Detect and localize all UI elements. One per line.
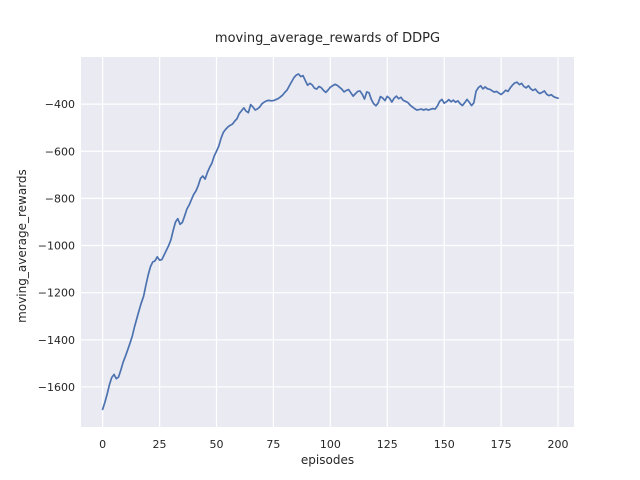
x-axis-label: episodes bbox=[300, 453, 355, 467]
y-tick-label: −1200 bbox=[38, 287, 75, 300]
y-tick-label: −600 bbox=[45, 145, 75, 158]
reward-line bbox=[101, 73, 559, 411]
x-tick-label: 100 bbox=[320, 438, 341, 451]
y-tick-label: −1600 bbox=[38, 381, 75, 394]
y-tick-label: −400 bbox=[45, 98, 75, 111]
x-tick-label: 75 bbox=[266, 438, 280, 451]
y-tick-label: −800 bbox=[45, 192, 75, 205]
chart-title: moving_average_rewards of DDPG bbox=[214, 31, 441, 46]
x-tick-label: 200 bbox=[548, 438, 569, 451]
x-tick-label: 125 bbox=[377, 438, 398, 451]
x-tick-label: 25 bbox=[153, 438, 167, 451]
x-tick-label: 175 bbox=[491, 438, 512, 451]
y-tick-label: −1400 bbox=[38, 334, 75, 347]
x-tick-label: 150 bbox=[434, 438, 455, 451]
x-tick-label: 0 bbox=[99, 438, 106, 451]
y-axis-label: moving_average_rewards bbox=[15, 169, 29, 323]
y-tick-label: −1000 bbox=[38, 240, 75, 253]
plot-area bbox=[81, 57, 574, 427]
x-tick-label: 50 bbox=[209, 438, 223, 451]
